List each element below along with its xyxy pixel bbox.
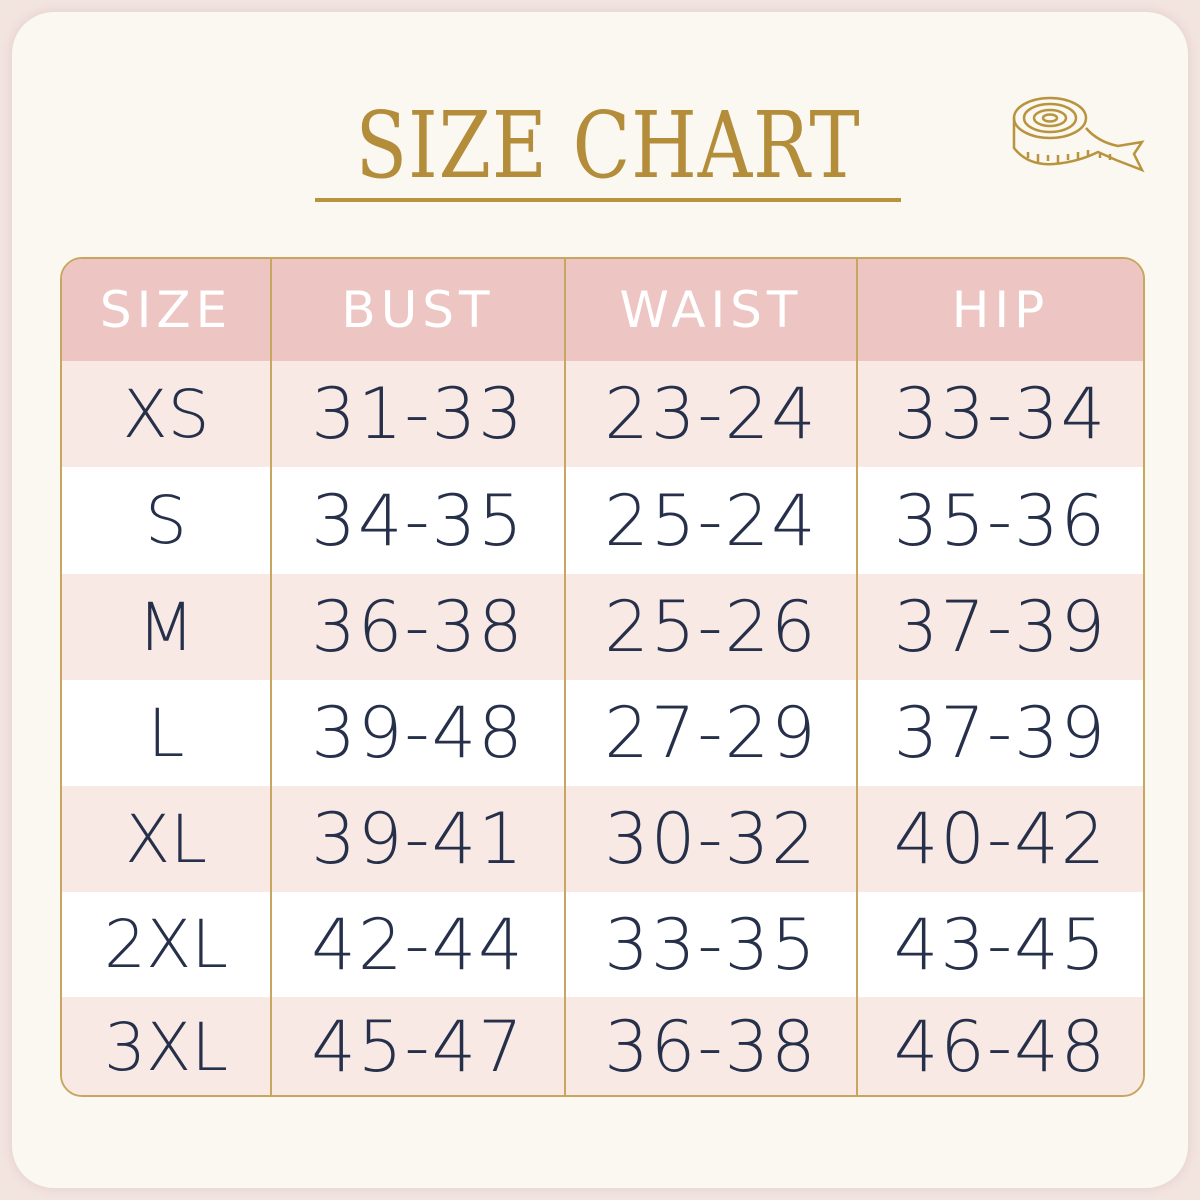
cell-size: 2XL [62,892,272,997]
cell-hip: 46-48 [893,1006,1108,1088]
header-hip: HIP [951,281,1050,339]
table-row: M 36-38 25-26 37-39 [62,574,1143,680]
table-header-row: SIZE BUST WAIST HIP [62,259,1143,363]
cell-hip: 35-36 [893,479,1108,562]
size-table: SIZE BUST WAIST HIP XS 31-33 23-24 33-34 S 34… [60,257,1145,1097]
cell-waist: 25-26 [566,574,858,680]
table-row: L 39-48 27-29 37-39 [62,680,1143,786]
measuring-tape-icon [1012,96,1145,173]
cell-waist: 23-24 [566,361,858,467]
table-row: 3XL 45-47 36-38 46-48 [62,997,1143,1095]
cell-size: M [62,574,272,680]
cell-waist: 33-35 [566,892,858,997]
cell-bust: 34-35 [272,467,566,574]
cell-hip: 33-34 [893,373,1108,455]
table-row: XS 31-33 23-24 33-34 [62,361,1143,467]
header-size: SIZE [62,259,272,361]
header-waist: WAIST [566,259,858,361]
cell-size: S [62,467,272,574]
cell-bust: 39-48 [272,680,566,786]
cell-bust: 31-33 [272,361,566,467]
title-underline [315,198,901,202]
cell-bust: 39-41 [272,786,566,892]
cell-size: XL [62,786,272,892]
cell-waist: 30-32 [566,786,858,892]
table-row: S 34-35 25-24 35-36 [62,467,1143,574]
cell-waist: 27-29 [566,680,858,786]
table-row: 2XL 42-44 33-35 43-45 [62,892,1143,997]
size-chart-card: SIZE CHART SIZE BUST WAIST HIP XS 31-33 23… [12,12,1188,1188]
cell-waist: 25-24 [566,467,858,574]
cell-bust: 36-38 [272,574,566,680]
cell-hip: 37-39 [893,586,1108,668]
table-row: XL 39-41 30-32 40-42 [62,786,1143,892]
cell-bust: 42-44 [272,892,566,997]
cell-size: L [62,680,272,786]
cell-hip: 40-42 [893,798,1108,880]
header-bust: BUST [272,259,566,361]
cell-waist: 36-38 [566,997,858,1095]
cell-size: 3XL [62,997,272,1095]
cell-hip: 43-45 [893,903,1108,986]
cell-size: XS [62,361,272,467]
cell-hip: 37-39 [893,692,1108,774]
page-title: SIZE CHART [355,92,861,199]
cell-bust: 45-47 [272,997,566,1095]
